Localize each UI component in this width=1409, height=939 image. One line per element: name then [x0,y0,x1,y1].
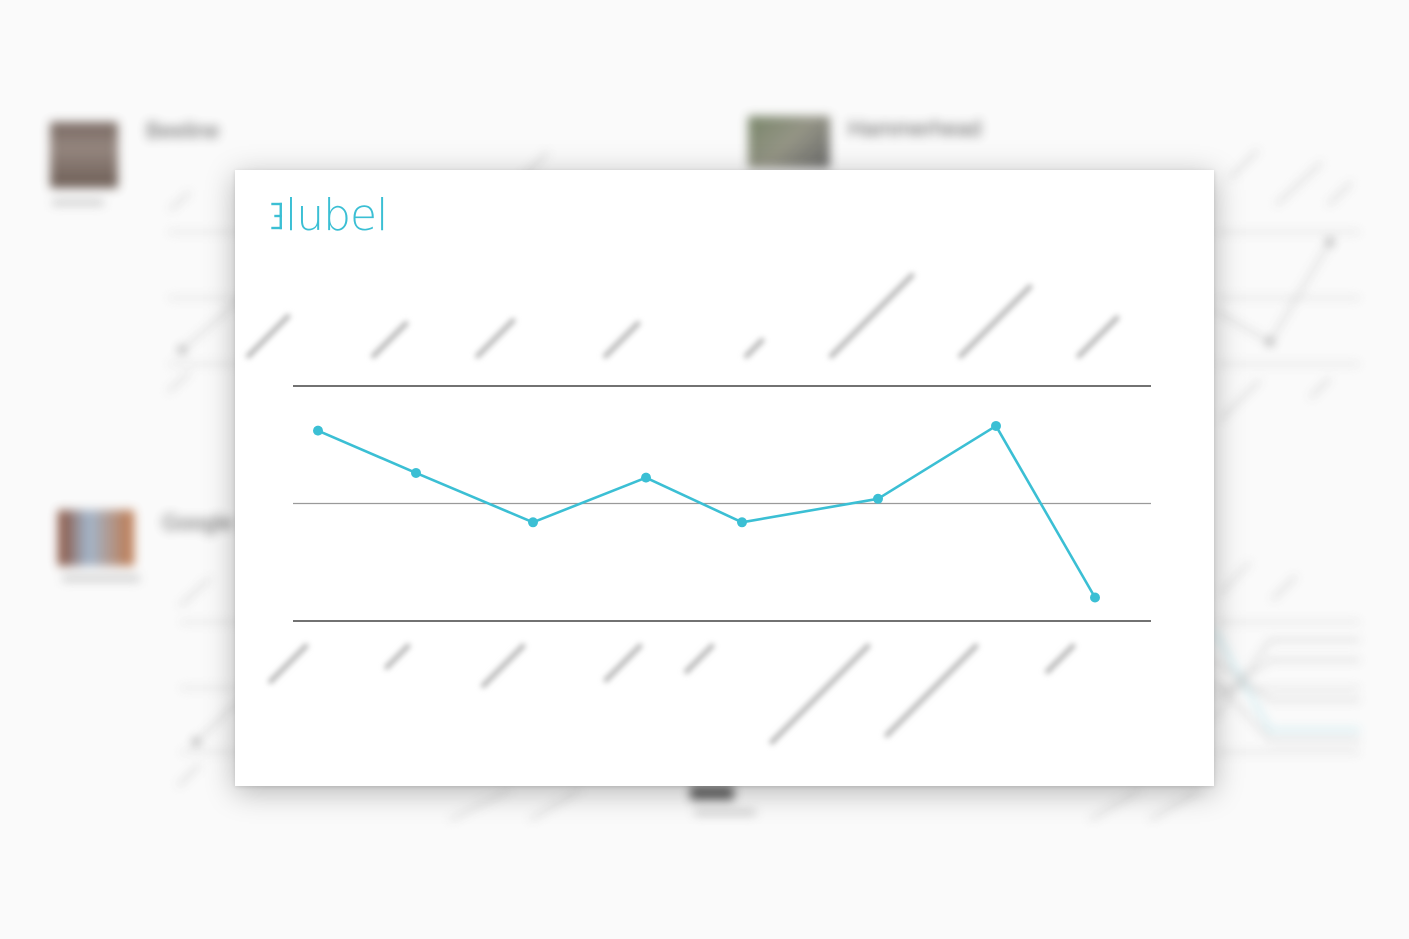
bottom-axis-label [268,643,309,684]
bottom-axis-label [384,643,411,670]
bottom-axis-label [1045,643,1076,674]
chart-gridlines [293,385,1151,622]
bottom-axis-label [884,643,979,738]
hammerhead-title: Hammerhead [848,116,982,141]
top-axis-label [743,337,765,359]
top-axis-label [958,284,1033,359]
bottom-axis-labels [268,643,1076,745]
data-point [313,425,323,436]
top-axis-label [602,320,641,359]
top-axis-label [828,272,915,359]
series-line [316,424,1097,599]
top-axis-label [1076,315,1120,359]
data-point [737,517,747,528]
blubel-logo: lubel [271,190,388,242]
data-point [1090,592,1100,603]
top-axis-label [475,318,516,359]
data-point [991,420,1001,431]
google-thumbnail [58,510,134,566]
blubel-logo-text: lubel [285,190,388,241]
chart-series [313,420,1100,603]
bottom-axis-label [480,643,526,689]
bottom-axis-label [603,643,643,683]
top-axis-label [245,313,291,359]
google-title: Google [162,510,233,535]
bottom-axis-label [769,643,871,745]
top-axis-labels [245,272,1120,359]
data-point [641,472,651,483]
data-point [411,467,421,478]
chart-card: lubel [235,170,1214,786]
top-axis-label [370,320,409,359]
blubel-logo-mark [271,202,282,230]
beeline-title: Beeline [146,118,220,143]
data-point [873,493,883,504]
hammerhead-thumbnail [748,116,830,168]
line-chart [245,272,1151,745]
bottom-axis-label [684,643,715,674]
data-point [528,517,538,528]
beeline-thumbnail [50,122,118,188]
